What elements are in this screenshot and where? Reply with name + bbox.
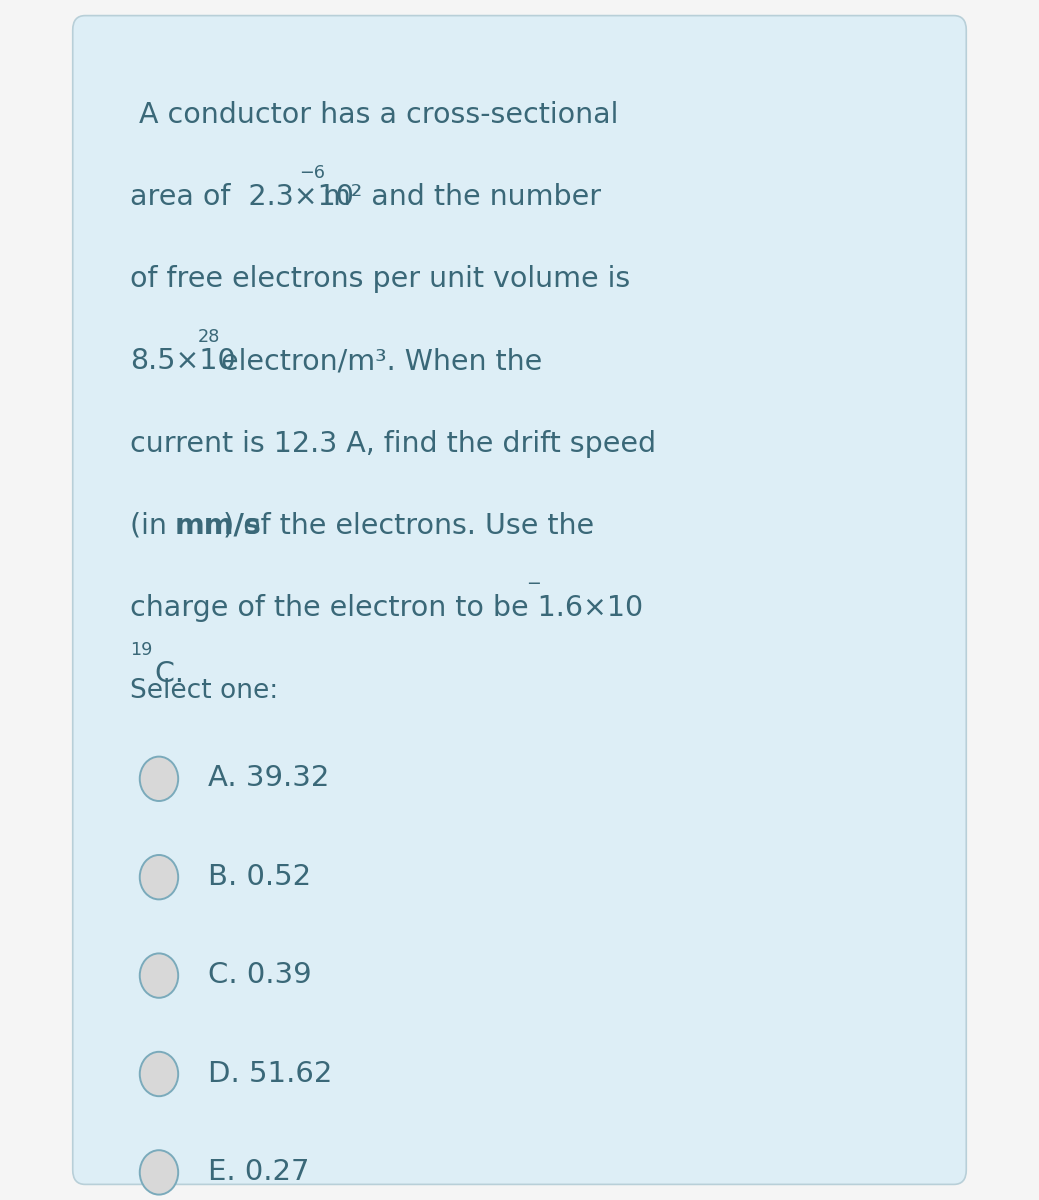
Text: C.: C. bbox=[145, 660, 184, 688]
Text: D. 51.62: D. 51.62 bbox=[208, 1060, 332, 1087]
Text: mm/s: mm/s bbox=[176, 511, 262, 540]
Text: m² and the number: m² and the number bbox=[314, 182, 601, 211]
Text: −: − bbox=[526, 575, 540, 593]
Text: 8.5×10: 8.5×10 bbox=[130, 348, 236, 376]
Text: −6: −6 bbox=[299, 163, 325, 181]
Text: area of  2.3×10: area of 2.3×10 bbox=[130, 182, 353, 211]
Text: 19: 19 bbox=[130, 641, 153, 659]
Text: B. 0.52: B. 0.52 bbox=[208, 863, 311, 890]
Text: electron/m³. When the: electron/m³. When the bbox=[212, 348, 542, 376]
Text: A. 39.32: A. 39.32 bbox=[208, 764, 329, 792]
Text: Select one:: Select one: bbox=[130, 678, 278, 704]
Text: of free electrons per unit volume is: of free electrons per unit volume is bbox=[130, 265, 630, 293]
Text: (in: (in bbox=[130, 511, 176, 540]
Text: charge of the electron to be 1.6×10: charge of the electron to be 1.6×10 bbox=[130, 594, 643, 622]
Text: 28: 28 bbox=[197, 328, 220, 346]
Text: A conductor has a cross-sectional: A conductor has a cross-sectional bbox=[130, 101, 618, 128]
Text: C. 0.39: C. 0.39 bbox=[208, 961, 312, 989]
Text: ) of the electrons. Use the: ) of the electrons. Use the bbox=[223, 511, 594, 540]
Text: E. 0.27: E. 0.27 bbox=[208, 1158, 310, 1186]
Text: current is 12.3 A, find the drift speed: current is 12.3 A, find the drift speed bbox=[130, 430, 656, 457]
